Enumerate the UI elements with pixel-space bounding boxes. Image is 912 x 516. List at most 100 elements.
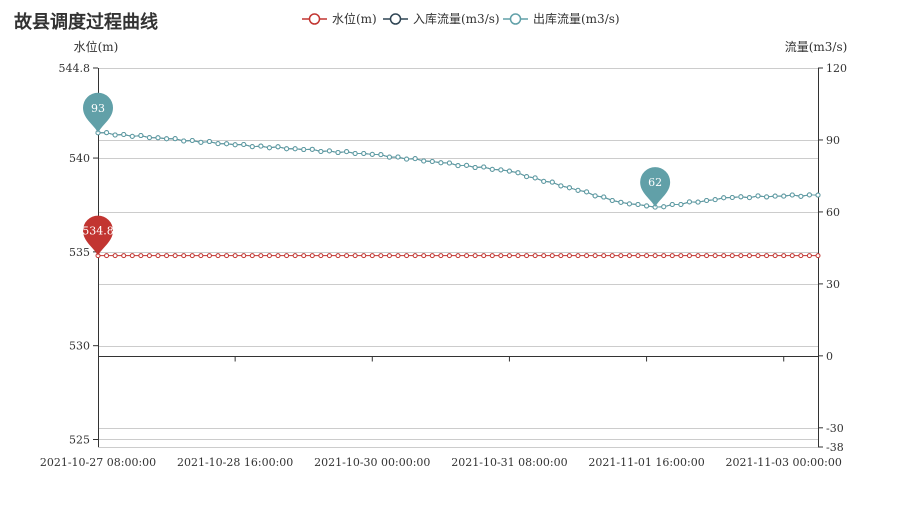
legend-marker [509,13,522,25]
x-tick-label: 2021-10-28 16:00:00 [177,456,293,469]
outflow-point [506,168,512,174]
outflow-point [601,194,607,200]
water-level-point [635,253,641,259]
outflow-point [352,151,358,157]
outflow-point [764,194,770,200]
water-level-point [618,253,624,259]
outflow-point [164,136,170,142]
outflow-point [104,130,110,136]
water-level-point [498,253,504,259]
outflow-point [438,160,444,166]
water-level-point [404,253,410,259]
outflow-point [712,197,718,203]
water-level-point [301,253,307,259]
outflow-point [146,135,152,141]
y-left-tick-label: 530 [69,340,90,353]
water-level-point [412,253,418,259]
outflow-point [129,133,135,139]
water-level-point [481,253,487,259]
water-level-point [712,253,718,259]
water-level-point [695,253,701,259]
water-level-point [686,253,692,259]
water-level-point [181,253,187,259]
water-level-point [566,253,572,259]
water-level-point [386,253,392,259]
outflow-point [661,204,667,210]
water-level-point [678,253,684,259]
water-level-point [172,253,178,259]
water-level-point [378,253,384,259]
water-level-point [292,253,298,259]
outflow-point [772,193,778,199]
water-level-point [352,253,358,259]
water-level-point [541,253,547,259]
x-tick-label: 2021-11-03 00:00:00 [726,456,842,469]
water-level-point [215,253,221,259]
water-level-point [395,253,401,259]
water-level-point [335,253,341,259]
outflow-point [232,142,238,148]
legend-label: 水位(m) [332,11,377,26]
water-level-point [232,253,238,259]
water-level-point [738,253,744,259]
y-right-axis-name: 流量(m3/s) [785,40,848,54]
water-level-point [764,253,770,259]
water-level-point [746,253,752,259]
y-right-tick-label: 90 [826,134,840,147]
outflow-point [378,152,384,158]
x-tick-label: 2021-10-30 00:00:00 [314,456,430,469]
outflow-point [206,139,212,145]
water-level-point [575,253,581,259]
water-level-point [558,253,564,259]
outflow-point [395,154,401,160]
water-level-point [421,253,427,259]
outflow-point [155,135,161,141]
water-level-point [146,253,152,259]
outflow-point [284,146,290,152]
water-level-point [652,253,658,259]
water-level-point [729,253,735,259]
water-level-point [626,253,632,259]
water-level-point [455,253,461,259]
water-level-point [549,253,555,259]
outflow-point [626,201,632,207]
water-level-point [249,253,255,259]
outflow-point [249,144,255,150]
outflow-point [704,197,710,203]
water-level-point [815,253,821,259]
outflow-point [446,160,452,166]
outflow-point [498,167,504,173]
outflow-start-markpoint: 93 [83,92,114,133]
outflow-point [669,202,675,208]
outflow-start-markpoint-label: 93 [91,102,105,115]
water-level-point [369,253,375,259]
water-level-point [515,253,521,259]
water-level-point [284,253,290,259]
water-level-point [489,253,495,259]
outflow-point [472,165,478,171]
water-level-point [438,253,444,259]
y-left-axis-name: 水位(m) [74,39,119,54]
y-left-tick-label: 535 [69,246,90,259]
water-level-point [258,253,264,259]
outflow-point [789,192,795,198]
water-level-point [781,253,787,259]
outflow-point [558,183,564,189]
water-level-point [429,253,435,259]
outflow-point [421,158,427,164]
water-level-point [524,253,530,259]
outflow-point [121,132,127,138]
chart-title: 故县调度过程曲线 [14,12,158,33]
water-level-point [344,253,350,259]
outflow-point [404,156,410,162]
water-level-point [275,253,281,259]
outflow-point [678,202,684,208]
water-level-point [155,253,161,259]
water-level-point [532,253,538,259]
y-right-tick-label: 120 [826,62,847,75]
outflow-point [386,154,392,160]
outflow-point [344,149,350,155]
outflow-point [549,179,555,185]
water-level-point [661,253,667,259]
